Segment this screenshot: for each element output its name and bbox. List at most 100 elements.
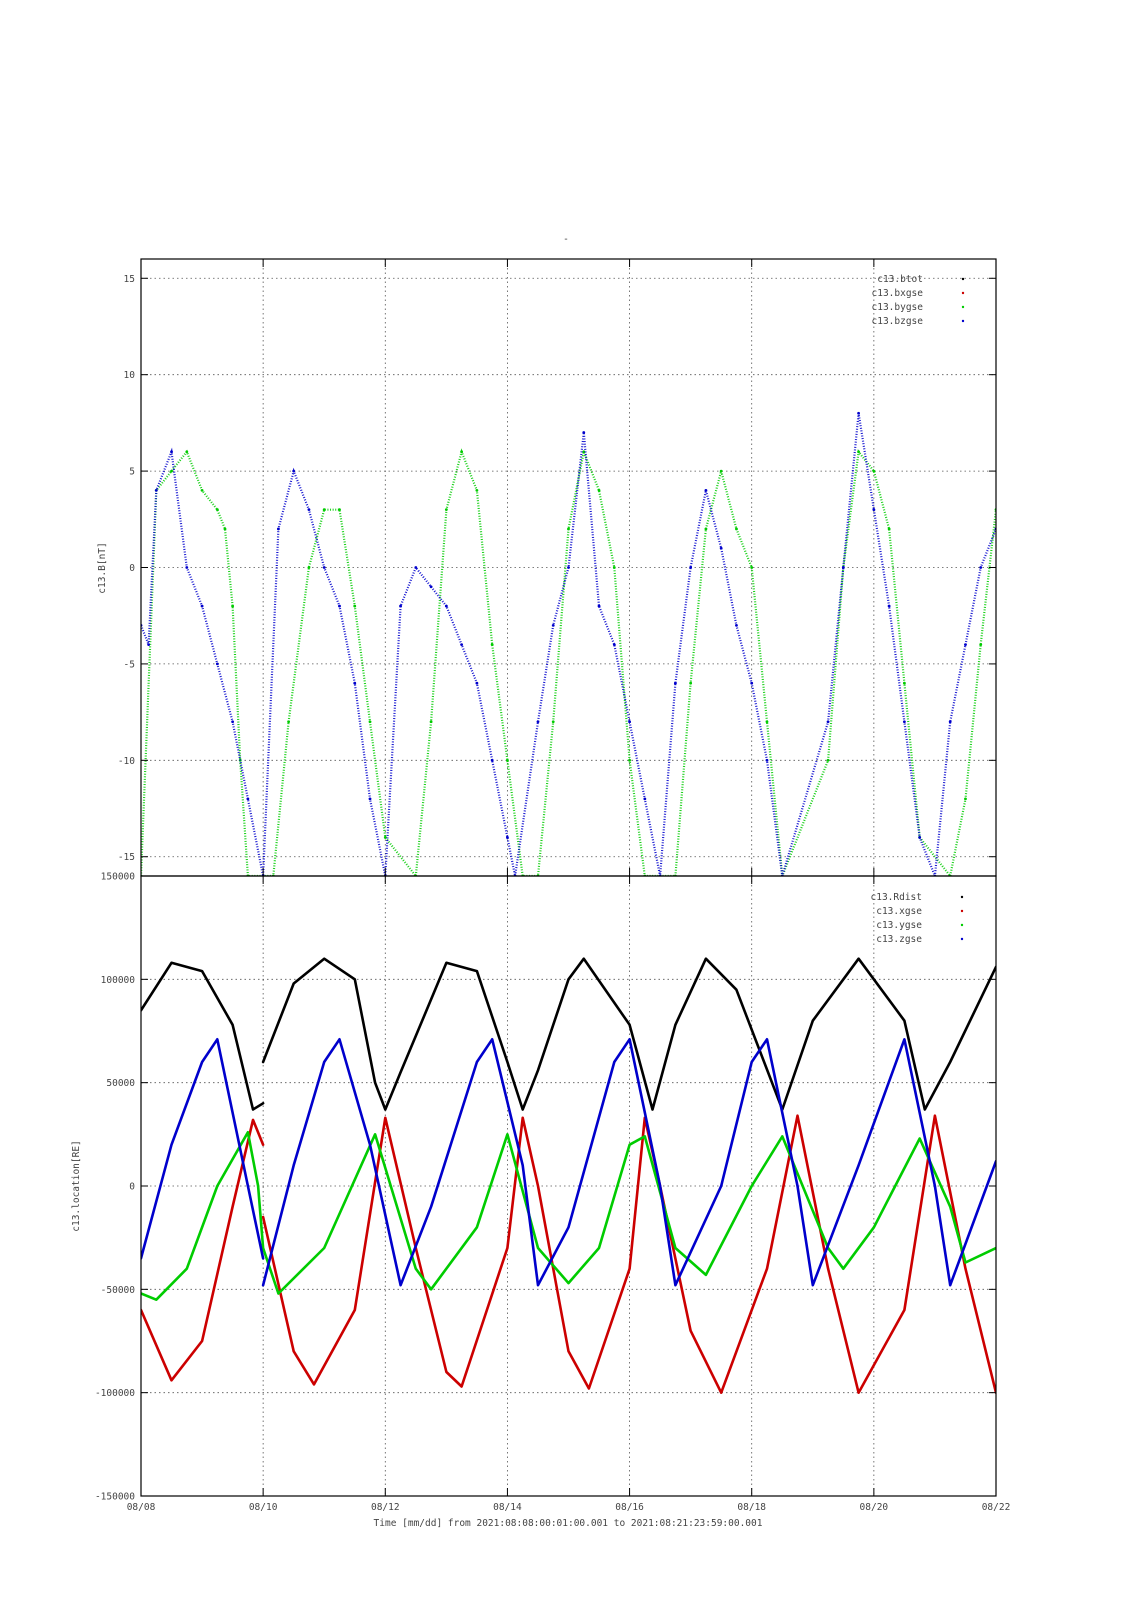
legend-marker <box>960 937 964 941</box>
data-point <box>857 411 860 415</box>
data-point <box>765 720 769 724</box>
p2-ytick-label: 0 <box>129 1182 135 1193</box>
data-point <box>399 604 402 608</box>
data-point <box>826 758 830 762</box>
p2-xtick-label: 08/10 <box>249 1502 278 1513</box>
p2-xlabel: Time [mm/dd] from 2021:08:08:00:01:00.00… <box>374 1518 763 1529</box>
data-point <box>612 566 616 569</box>
p2-x-ticks: 08/08 08/10 08/12 08/14 08/16 08/18 08/20 08/22 <box>127 1502 1011 1513</box>
p2-xtick-label: 08/22 <box>982 1502 1011 1513</box>
legend-label: c13.xgse <box>876 906 922 917</box>
data-point <box>826 720 830 724</box>
data-point <box>170 469 173 473</box>
p2-x-tickmarks <box>140 876 997 1496</box>
data-point <box>887 527 891 531</box>
p2-ytick-label: -100000 <box>95 1388 135 1399</box>
data-point <box>612 643 616 647</box>
p2-ylabel: c13.location[RE] <box>71 1140 82 1232</box>
p2-ytick-label: 100000 <box>101 975 136 986</box>
data-point <box>368 720 372 724</box>
data-point <box>964 797 967 801</box>
series-trace <box>141 413 996 876</box>
legend-marker <box>960 923 964 927</box>
data-point <box>307 508 311 512</box>
data-point <box>444 508 448 512</box>
legend-label: c13.bzgse <box>872 316 924 327</box>
p1-ytick-label: 10 <box>124 370 136 381</box>
data-point <box>215 662 219 666</box>
p2-xtick-label: 08/16 <box>615 1502 644 1513</box>
data-point <box>223 527 227 531</box>
data-point <box>872 508 876 512</box>
data-point <box>200 604 204 608</box>
data-point <box>292 469 296 473</box>
legend-marker <box>961 277 965 281</box>
p1-ytick-label: -15 <box>118 852 135 863</box>
data-point <box>979 643 983 647</box>
series-trace <box>141 447 996 876</box>
legend-label: c13.bygse <box>872 302 924 313</box>
p2-ytick-label: -150000 <box>95 1492 135 1503</box>
data-point <box>231 720 235 724</box>
p2-data <box>141 957 996 1394</box>
data-point <box>353 681 357 685</box>
p1-ylabel: c13.B[nT] <box>97 542 108 593</box>
p1-ytick-label: 15 <box>124 274 135 285</box>
p2-y-ticks: -150000 -100000 -50000 0 50000 100000 150000 <box>95 872 996 1503</box>
data-point <box>429 720 433 724</box>
data-point <box>383 836 387 839</box>
data-point <box>490 643 494 647</box>
series-line <box>141 1114 996 1394</box>
p2-xtick-label: 08/12 <box>371 1502 400 1513</box>
data-point <box>551 720 555 724</box>
data-point <box>353 604 357 608</box>
data-point <box>475 681 479 685</box>
data-point <box>902 720 906 724</box>
data-point <box>287 720 290 724</box>
data-point <box>322 566 326 569</box>
data-point <box>368 797 372 801</box>
data-point <box>185 566 189 569</box>
data-point <box>444 604 448 608</box>
p1-ytick-label: -5 <box>124 659 135 670</box>
series-c13-bzgse <box>141 411 996 876</box>
data-point <box>628 758 631 762</box>
p1-ytick-label: -10 <box>118 756 135 767</box>
p1-y-ticks: -15 -10 -5 0 5 10 15 <box>118 274 996 863</box>
p2-xtick-label: 08/14 <box>493 1502 522 1513</box>
series-line <box>141 957 996 1111</box>
data-point <box>147 643 151 647</box>
data-point <box>643 797 647 801</box>
figure-title: - <box>563 234 569 245</box>
magnetic-field-panel: -15 -10 -5 0 5 10 15 c13.B[nT] c13.btot c13.bxg… <box>97 258 997 877</box>
legend-label: c13.ygse <box>876 920 922 931</box>
data-point <box>750 566 754 569</box>
data-point <box>689 681 693 685</box>
p2-ytick-label: -50000 <box>101 1285 136 1296</box>
data-point <box>154 488 158 492</box>
series-c13-ygse <box>141 1131 996 1301</box>
data-point <box>597 488 601 492</box>
data-point <box>429 585 433 589</box>
data-point <box>964 643 967 647</box>
legend-marker <box>960 909 964 913</box>
data-point <box>506 836 509 839</box>
data-point <box>872 469 876 473</box>
data-point <box>887 604 891 608</box>
data-point <box>536 720 540 724</box>
data-point <box>719 546 723 550</box>
data-point <box>735 623 738 627</box>
data-point <box>704 527 708 531</box>
data-point <box>338 604 341 608</box>
legend-marker <box>961 319 965 323</box>
data-point <box>918 836 922 839</box>
data-point <box>902 681 906 685</box>
data-point <box>307 566 311 569</box>
data-point <box>246 797 250 801</box>
legend-label: c13.btot <box>877 274 923 285</box>
p2-xtick-label: 08/20 <box>860 1502 889 1513</box>
data-point <box>475 488 479 492</box>
data-point <box>231 604 235 608</box>
p1-data <box>141 411 996 876</box>
